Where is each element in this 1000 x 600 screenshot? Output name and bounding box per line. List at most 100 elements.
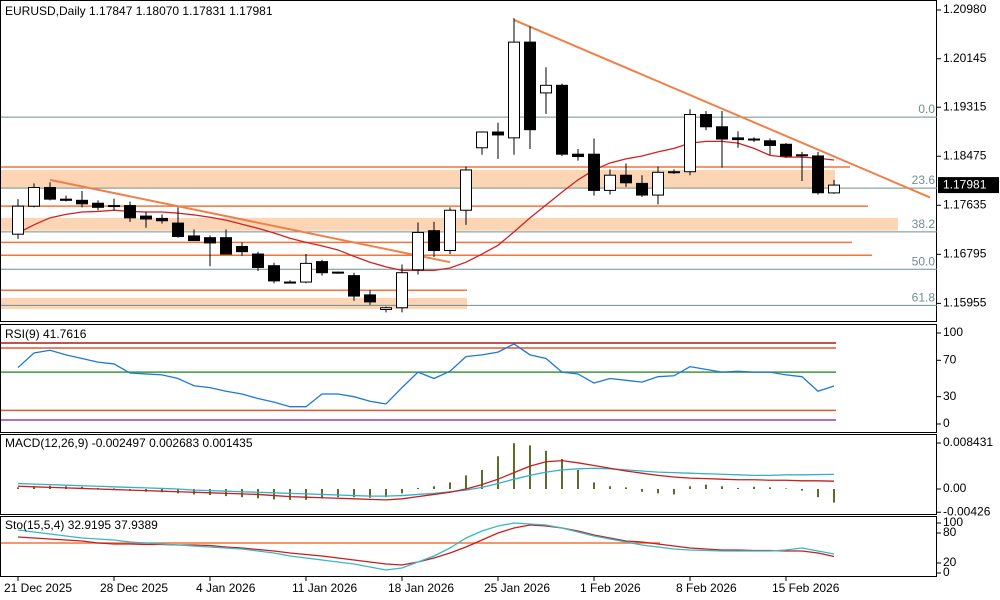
price-label: 1.17981 (943, 177, 987, 191)
series-line (17, 467, 835, 497)
histogram-bar (545, 450, 547, 489)
candle-body (124, 205, 136, 219)
histogram-bar (353, 489, 355, 498)
histogram-bar (689, 486, 691, 489)
histogram-bar (241, 489, 243, 498)
histogram-bar (737, 487, 739, 489)
histogram-bar (673, 489, 675, 495)
candle-body (652, 171, 664, 196)
histogram-bar (609, 486, 611, 489)
zone (1, 297, 467, 309)
y-tick-label: 100 (943, 325, 963, 339)
candle-body (236, 245, 248, 253)
candle-body (748, 138, 760, 141)
histogram-bar (529, 445, 531, 489)
candle-body (524, 41, 536, 131)
x-tick-label: 28 Dec 2025 (100, 581, 168, 595)
x-tick-label: 21 Dec 2025 (4, 581, 72, 595)
x-tick-label: 15 Feb 2026 (772, 581, 840, 595)
trendline (513, 19, 931, 199)
histogram-bar (577, 469, 579, 489)
series-line (17, 140, 835, 272)
series-line (17, 522, 835, 571)
candle-body (444, 209, 456, 252)
candle-body (188, 235, 200, 242)
histogram-bar (497, 456, 499, 489)
candle-body (268, 265, 280, 282)
histogram-bar (593, 482, 595, 489)
candle-body (556, 84, 568, 155)
candle-body (252, 253, 264, 268)
histogram-bar (321, 489, 323, 499)
candle-body (828, 184, 840, 194)
x-tick-label: 4 Jan 2026 (196, 581, 256, 595)
fib-label: 50.0 (912, 254, 936, 268)
zone (1, 169, 835, 189)
y-tick-label: 0.00 (943, 481, 967, 495)
candle-body (588, 153, 600, 191)
candle-body (396, 272, 408, 309)
candle-body (300, 262, 312, 283)
pane-title: Sto(15,5,4) 32.9195 37.9389 (5, 518, 158, 532)
candle-body (780, 143, 792, 157)
candle-body (76, 199, 88, 205)
candle-body (108, 205, 120, 208)
candle-body (332, 271, 344, 274)
price-box (938, 177, 999, 194)
candle-body (316, 261, 328, 274)
histogram-bar (721, 486, 723, 489)
candle-body (764, 140, 776, 146)
histogram-bar (817, 489, 819, 498)
candle-body (428, 230, 440, 252)
histogram-bar (561, 459, 563, 489)
candle-body (492, 131, 504, 136)
histogram-bar (337, 489, 339, 498)
candle-body (716, 126, 728, 140)
y-tick-label: 1.16795 (943, 246, 987, 260)
candle-body (12, 205, 24, 235)
histogram-bar (209, 489, 211, 495)
pane-title: MACD(12,26,9) -0.002497 0.002683 0.00143… (5, 436, 253, 450)
y-tick-label: 1.18475 (943, 148, 987, 162)
x-tick-label: 1 Feb 2026 (580, 581, 641, 595)
x-tick-label: 25 Jan 2026 (484, 581, 550, 595)
y-tick-label: 0.008431 (943, 435, 993, 449)
y-tick-label: 1.20145 (943, 51, 987, 65)
y-tick-label: 1.19315 (943, 99, 987, 113)
histogram-bar (289, 489, 291, 500)
y-tick-label: 70 (943, 352, 957, 366)
fib-label: 61.8 (912, 291, 936, 305)
histogram-bar (225, 489, 227, 497)
pane-title: RSI(9) 41.7616 (5, 327, 87, 341)
histogram-bar (417, 487, 419, 489)
histogram-bar (769, 487, 771, 489)
histogram-bar (433, 486, 435, 489)
candle-body (604, 174, 616, 191)
candle-body (156, 217, 168, 222)
sto-pane-frame (0, 516, 937, 577)
histogram-bar (257, 489, 259, 499)
y-tick-label: 0 (943, 565, 950, 579)
histogram-bar (481, 469, 483, 489)
candle-body (204, 237, 216, 244)
candle-body (380, 307, 392, 310)
candle-body (732, 137, 744, 141)
fib-label: 0.0 (918, 102, 935, 116)
candle-body (700, 114, 712, 128)
candle-body (220, 237, 232, 255)
fib-label: 23.6 (912, 173, 936, 187)
y-tick-label: 1.15955 (943, 296, 987, 310)
candle-body (620, 174, 632, 184)
histogram-bar (641, 489, 643, 492)
histogram-bar (657, 489, 659, 494)
y-tick-label: 1.17635 (943, 197, 987, 211)
macd-pane-frame (0, 434, 937, 515)
histogram-bar (33, 486, 35, 489)
candle-body (92, 202, 104, 208)
histogram-bar (449, 482, 451, 489)
rsi-pane-frame (0, 324, 937, 433)
histogram-bar (625, 487, 627, 489)
histogram-bar (273, 489, 275, 500)
